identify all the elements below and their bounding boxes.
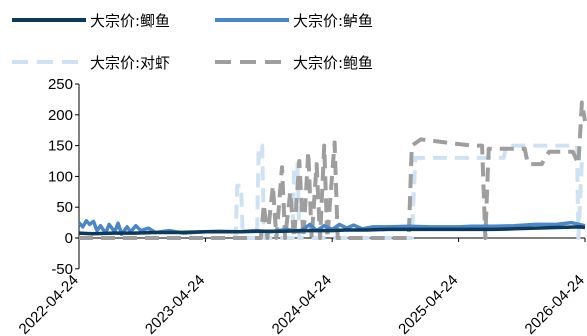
series-line-1: [78, 225, 586, 236]
x-tick-label: 2022-04-24: [16, 272, 82, 336]
series-layer: [77, 100, 587, 240]
y-tick-label: 200: [48, 107, 73, 124]
y-tick-label: 0: [65, 230, 73, 247]
legend-item-series-3: 大宗价:对虾: [12, 54, 170, 72]
x-tick-label: 2026-04-24: [522, 272, 587, 336]
legend-label-series-2: 大宗价:鲈鱼: [293, 12, 373, 30]
legend: 大宗价:鲫鱼 大宗价:鲈鱼 大宗价:对虾 大宗价:鲍鱼: [12, 12, 373, 72]
y-tick-label: 250: [48, 76, 73, 93]
y-tick-label: 50: [56, 199, 73, 216]
legend-label-series-1: 大宗价:鲫鱼: [90, 12, 170, 30]
x-tick-label: 2024-04-24: [269, 272, 335, 336]
y-tick-label: 100: [48, 168, 73, 185]
x-tick-label: 2025-04-24: [395, 272, 461, 336]
legend-label-series-3: 大宗价:对虾: [90, 54, 170, 72]
x-axis: 2022-04-24 2023-04-24 2024-04-24 2025-04-24…: [16, 237, 587, 336]
series-line-4: [79, 100, 587, 240]
series-line-3: [79, 143, 585, 240]
legend-item-series-1: 大宗价:鲫鱼: [12, 12, 170, 30]
legend-label-series-4: 大宗价:鲍鱼: [293, 54, 373, 72]
legend-item-series-4: 大宗价:鲍鱼: [215, 54, 373, 72]
y-tick-label: 150: [48, 138, 73, 155]
y-axis: -50 0 50 100 150 200 250: [48, 76, 80, 278]
y-tick-label: -50: [51, 261, 73, 278]
legend-item-series-2: 大宗价:鲈鱼: [215, 12, 373, 30]
x-tick-label: 2023-04-24: [142, 272, 208, 336]
